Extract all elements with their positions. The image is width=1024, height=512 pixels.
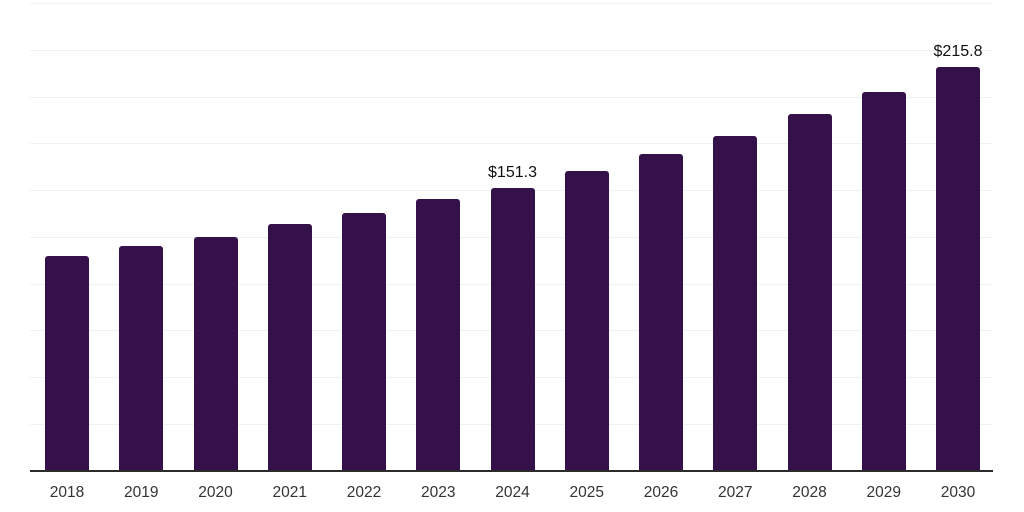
bar-2021 — [267, 224, 312, 471]
x-axis-line — [30, 469, 993, 472]
bar-2027 — [713, 135, 758, 471]
bar-2020 — [193, 236, 238, 471]
x-tick-label-2027: 2027 — [718, 484, 753, 501]
x-tick-label-2019: 2019 — [124, 484, 159, 501]
plot-area: $151.3 $215.8 — [30, 3, 993, 472]
bar-2023 — [416, 199, 461, 471]
x-tick-label-2030: 2030 — [940, 484, 976, 501]
x-tick-label-2026: 2026 — [643, 484, 679, 501]
x-tick-label-2021: 2021 — [272, 484, 307, 501]
gridline — [30, 3, 993, 4]
bar-2018 — [45, 255, 89, 471]
x-tick-label-2025: 2025 — [569, 484, 604, 501]
bar-2029 — [861, 91, 906, 471]
x-tick-label-2020: 2020 — [198, 484, 233, 501]
bar-2028 — [787, 114, 832, 471]
bar-2022 — [342, 213, 386, 471]
bar-2019 — [119, 245, 164, 471]
gridline — [30, 143, 993, 145]
x-tick-label-2029: 2029 — [866, 484, 901, 501]
x-tick-label-2018: 2018 — [49, 484, 85, 501]
x-tick-label-2023: 2023 — [421, 484, 456, 501]
x-tick-label-2024: 2024 — [495, 484, 530, 501]
bar-value-label-2024: $151.3 — [488, 163, 537, 181]
x-tick-label-2022: 2022 — [346, 484, 382, 501]
gridline — [30, 96, 993, 98]
bar-2025 — [564, 170, 609, 471]
bar-2026 — [639, 154, 683, 471]
bar-value-label-2030: $215.8 — [933, 42, 983, 60]
bar-2024 — [490, 187, 535, 471]
x-tick-label-2028: 2028 — [792, 484, 827, 501]
gridline — [30, 49, 993, 51]
bar-2030 — [936, 66, 980, 471]
